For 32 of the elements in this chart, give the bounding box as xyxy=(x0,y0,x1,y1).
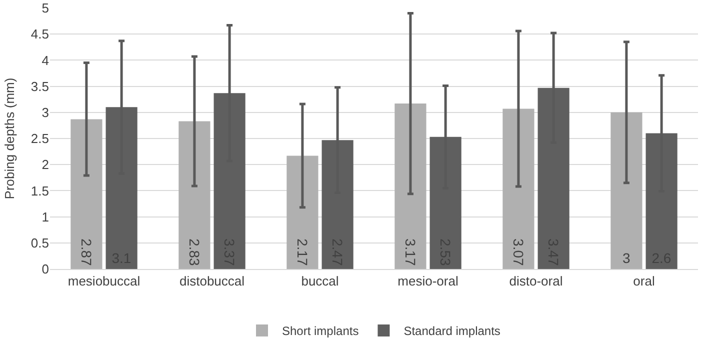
x-tick-label: mesiobuccal xyxy=(68,274,140,289)
legend-label: Short implants xyxy=(282,324,359,338)
y-tick-label: 4 xyxy=(42,52,49,68)
bar xyxy=(70,119,102,269)
bar xyxy=(286,156,318,269)
legend-label: Standard implants xyxy=(404,324,500,338)
bar xyxy=(610,112,642,269)
data-label: 2.87 xyxy=(78,238,94,266)
data-label: 2.83 xyxy=(186,238,202,266)
x-tick-label: mesio-oral xyxy=(398,274,458,289)
y-tick-label: 0 xyxy=(42,262,49,277)
y-tick-label: 4.5 xyxy=(30,26,49,42)
data-label: 3.07 xyxy=(510,238,526,266)
y-tick-label: 5 xyxy=(42,0,49,16)
y-tick-label: 3.5 xyxy=(30,78,49,94)
data-label: 3.17 xyxy=(402,238,418,266)
y-axis-title: Probing depths (mm) xyxy=(2,78,17,200)
y-tick-label: 2.5 xyxy=(30,131,49,146)
bar xyxy=(502,108,534,269)
x-tick-label: buccal xyxy=(301,274,339,289)
x-tick-label: disto-oral xyxy=(509,274,563,289)
y-tick-label: 0.5 xyxy=(30,235,49,250)
data-label: 3 xyxy=(622,250,630,266)
x-tick-label: oral xyxy=(633,274,655,289)
data-label: 2.17 xyxy=(294,238,310,266)
x-tick-label: distobuccal xyxy=(179,274,245,289)
y-tick-label: 2 xyxy=(42,157,49,172)
y-tick-label: 1.5 xyxy=(30,183,49,198)
y-tick-label: 3 xyxy=(42,104,49,120)
bar xyxy=(178,121,210,269)
y-tick-label: 1 xyxy=(42,209,49,224)
bar xyxy=(394,104,426,269)
